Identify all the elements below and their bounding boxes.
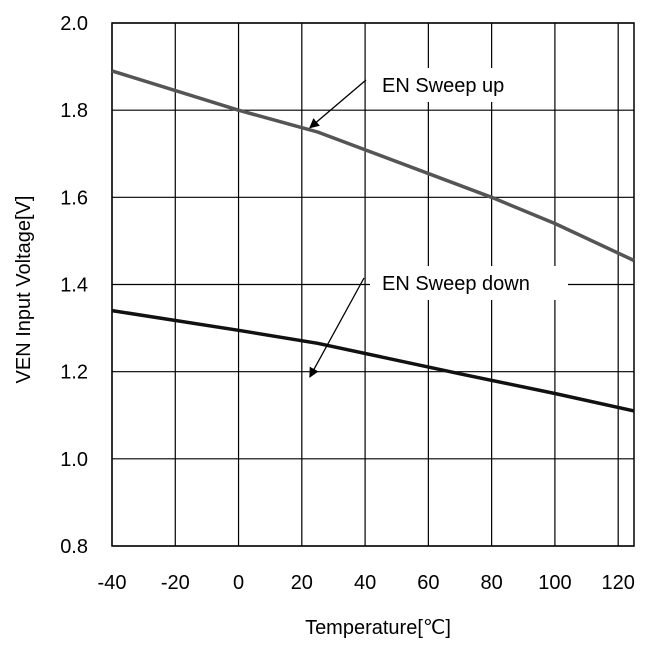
x-tick-label: 120 (601, 572, 634, 594)
y-tick-label: 1.6 (60, 187, 88, 209)
x-tick-label: 0 (233, 572, 244, 594)
x-tick-label: 80 (481, 572, 503, 594)
y-tick-label: 1.0 (60, 449, 88, 471)
annotation-arrow (310, 80, 366, 128)
y-tick-label: 2.0 (60, 13, 88, 35)
y-tick-label: 1.4 (60, 275, 88, 297)
annotations: EN Sweep up EN Sweep down (310, 68, 568, 377)
x-tick-label: 20 (291, 572, 313, 594)
x-tick-label: 40 (354, 572, 376, 594)
x-tick-label: 100 (538, 572, 571, 594)
y-tick-label: 0.8 (60, 536, 88, 558)
y-axis-label: VEN Input Voltage[V] (13, 196, 35, 384)
annotation-label: EN Sweep down (382, 273, 530, 295)
series-group (112, 71, 634, 411)
x-axis-label: Temperature[℃] (305, 617, 451, 639)
annotation-arrow (310, 278, 364, 377)
x-tick-label: -40 (98, 572, 127, 594)
x-tick-label: -20 (161, 572, 190, 594)
y-tick-label: 1.8 (60, 100, 88, 122)
y-tick-label: 1.2 (60, 362, 88, 384)
tick-labels: -40 -20 0 20 40 60 80 100 120 0.8 1.0 1.2 1.4 1.6 1.8 2… (60, 13, 635, 594)
annotation-label: EN Sweep up (382, 75, 504, 97)
x-tick-label: 60 (417, 572, 439, 594)
series-line-sweep-down (112, 311, 634, 411)
